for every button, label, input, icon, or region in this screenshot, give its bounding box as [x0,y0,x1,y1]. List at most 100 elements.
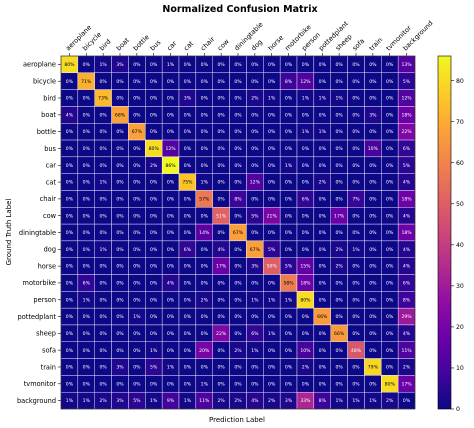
cell-value-label: 0% [352,112,360,118]
cell-value-label: 2% [302,365,310,371]
cell-value-label: 1% [369,398,377,404]
cell-value-label: 0% [369,264,377,270]
cell-value-label: 0% [352,163,360,169]
cell-value-label: 2% [251,96,259,102]
cell-value-label: 0% [369,331,377,337]
cell-value-label: 0% [133,281,141,287]
y-tick-label: motorbike [23,279,56,287]
cell-value-label: 0% [386,96,394,102]
cell-value-label: 6% [83,281,91,287]
cell-value-label: 12% [300,79,311,85]
cell-value-label: 17% [334,213,345,219]
cell-value-label: 0% [335,146,343,152]
cell-value-label: 0% [150,247,158,253]
cell-value-label: 0% [335,365,343,371]
cell-value-label: 0% [369,196,377,202]
cell-value-label: 71% [81,79,92,85]
cell-value-label: 0% [268,314,276,320]
cell-value-label: 0% [302,112,310,118]
cell-value-label: 0% [335,163,343,169]
cell-value-label: 1% [83,297,91,303]
cell-value-label: 0% [386,297,394,303]
cell-value-label: 0% [133,62,141,68]
cell-value-label: 0% [83,129,91,135]
cell-value-label: 0% [83,348,91,354]
cell-value-label: 0% [133,230,141,236]
cell-value-label: 0% [386,180,394,186]
cell-value-label: 0% [251,79,259,85]
x-tick-label: chair [199,35,216,52]
colorbar-tick-label: 10 [456,365,464,372]
cell-value-label: 0% [352,365,360,371]
cell-value-label: 0% [319,297,327,303]
cell-value-label: 0% [184,230,192,236]
cell-value-label: 86% [165,163,176,169]
cell-value-label: 2% [386,398,394,404]
cell-value-label: 0% [99,348,107,354]
cell-value-label: 80% [300,297,311,303]
cell-value-label: 0% [217,112,225,118]
cell-value-label: 0% [201,281,209,287]
cell-value-label: 0% [133,331,141,337]
cell-value-label: 5% [403,79,411,85]
cell-value-label: 0% [386,247,394,253]
cell-value-label: 75% [182,180,193,186]
cell-value-label: 0% [352,264,360,270]
cell-value-label: 0% [133,163,141,169]
heatmap-cell-labels: 80% 0% 1% 3% 0% 0% 1% 0% 0% 0% 0% 0% 0% 0% 0% 0% 0% 0% 0% 0… [64,62,412,404]
cell-value-label: 0% [234,180,242,186]
cell-value-label: 0% [150,281,158,287]
cell-value-label: 0% [234,331,242,337]
cell-value-label: 1% [251,297,259,303]
cell-value-label: 0% [66,163,74,169]
cell-value-label: 0% [234,247,242,253]
cell-value-label: 0% [66,297,74,303]
x-axis-title: Prediction Label [209,416,265,424]
cell-value-label: 3% [116,398,124,404]
cell-value-label: 1% [201,180,209,186]
cell-value-label: 0% [335,129,343,135]
y-tick-label: horse [38,262,56,270]
cell-value-label: 0% [335,281,343,287]
cell-value-label: 12% [165,146,176,152]
cell-value-label: 0% [335,180,343,186]
cell-value-label: 0% [201,62,209,68]
cell-value-label: 0% [184,112,192,118]
cell-value-label: 0% [83,247,91,253]
y-tick-label: chair [40,195,57,203]
x-tick-label: horse [266,34,285,53]
cell-value-label: 13% [401,62,412,68]
cell-value-label: 0% [251,62,259,68]
cell-value-label: 0% [184,264,192,270]
cell-value-label: 0% [66,247,74,253]
cell-value-label: 0% [268,180,276,186]
cell-value-label: 0% [167,196,175,202]
cell-value-label: 0% [66,146,74,152]
cell-value-label: 0% [83,314,91,320]
y-tick-label: tvmonitor [24,380,57,388]
cell-value-label: 0% [217,381,225,387]
cell-value-label: 0% [184,314,192,320]
cell-value-label: 0% [285,146,293,152]
cell-value-label: 15% [300,264,311,270]
cell-value-label: 0% [66,79,74,85]
cell-value-label: 0% [217,281,225,287]
cell-value-label: 0% [66,348,74,354]
cell-value-label: 18% [401,230,412,236]
y-tick-label: bird [43,94,56,102]
cell-value-label: 0% [319,213,327,219]
cell-value-label: 0% [99,230,107,236]
cell-value-label: 1% [335,398,343,404]
cell-value-label: 0% [352,297,360,303]
cell-value-label: 0% [285,213,293,219]
cell-value-label: 0% [302,314,310,320]
cell-value-label: 0% [83,146,91,152]
cell-value-label: 7% [352,196,360,202]
y-tick-label: bus [44,145,56,153]
cell-value-label: 0% [201,314,209,320]
cell-value-label: 0% [83,196,91,202]
y-tick-label: bicycle [33,78,56,86]
cell-value-label: 0% [285,365,293,371]
cell-value-label: 67% [233,230,244,236]
